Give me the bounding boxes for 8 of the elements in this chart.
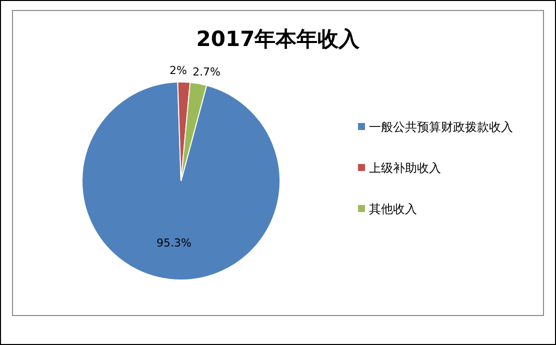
data-label: 2.7% (192, 66, 221, 79)
legend-label: 一般公共预算财政拨款收入 (369, 120, 513, 134)
chart-title: 2017年本年收入 (196, 27, 361, 51)
data-label: 95.3% (156, 236, 192, 250)
legend-label: 上级补助收入 (369, 161, 441, 175)
data-label: 2% (170, 64, 187, 78)
legend-label: 其他收入 (369, 202, 417, 216)
pie-slice (82, 82, 280, 280)
